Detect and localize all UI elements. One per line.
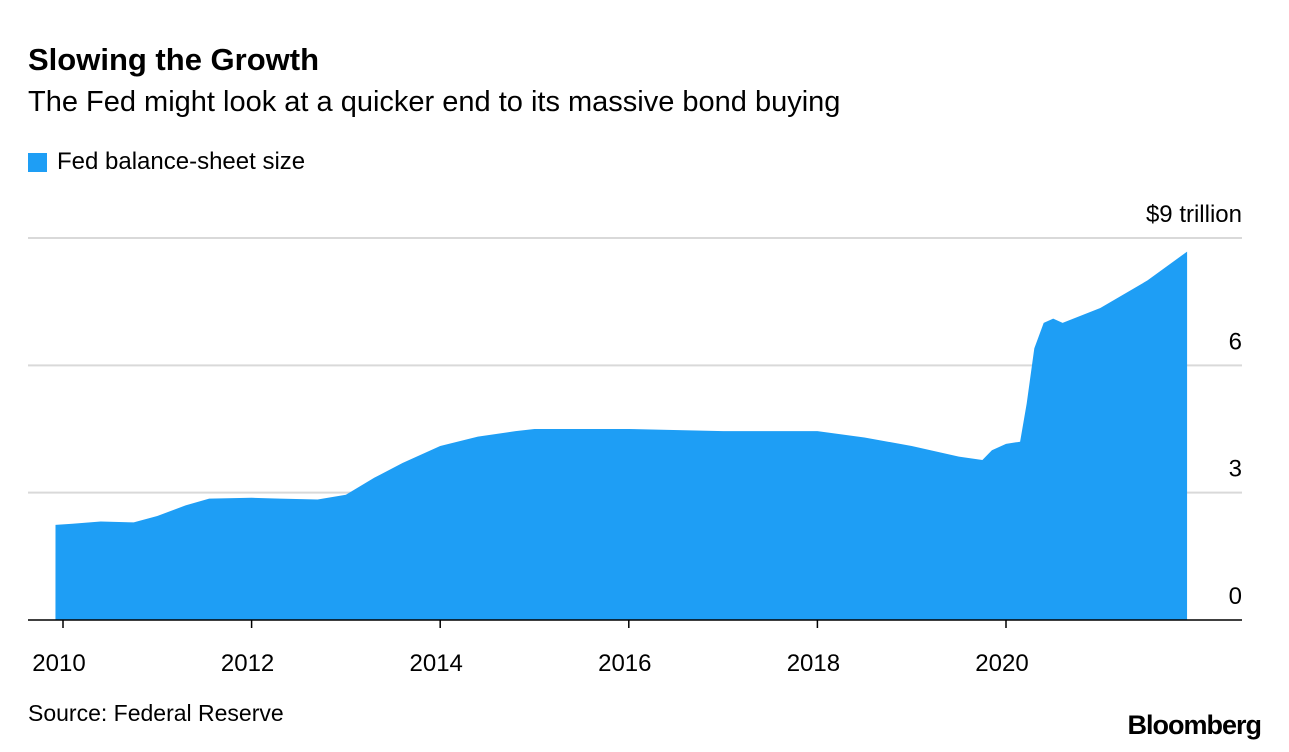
y-tick-label: 6: [1229, 328, 1242, 355]
legend-swatch: [28, 152, 47, 172]
x-tick-label: 2012: [221, 650, 274, 677]
x-tick-label: 2016: [598, 650, 651, 677]
bloomberg-logo: Bloomberg: [1127, 710, 1262, 740]
source-note: Source: Federal Reserve: [28, 700, 284, 726]
y-tick-label: $9 trillion: [1146, 201, 1242, 228]
y-tick-label: 3: [1229, 456, 1242, 483]
x-tick-label: 2014: [410, 650, 463, 677]
x-tick-label: 2020: [975, 650, 1028, 677]
chart-subtitle: The Fed might look at a quicker end to i…: [28, 86, 841, 118]
chart-title: Slowing the Growth: [28, 42, 320, 77]
legend: Fed balance-sheet size: [28, 148, 305, 176]
x-tick-label: 2010: [32, 650, 85, 677]
x-tick-label: 2018: [787, 650, 840, 677]
legend-label: Fed balance-sheet size: [57, 148, 306, 175]
y-tick-label: 0: [1229, 583, 1242, 610]
area-series-fed-balance-sheet: [55, 251, 1188, 620]
